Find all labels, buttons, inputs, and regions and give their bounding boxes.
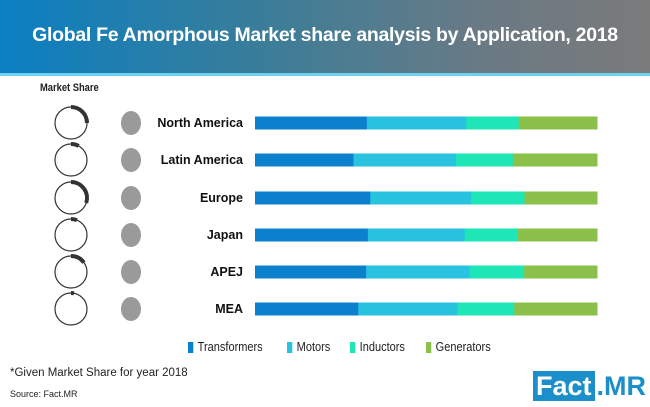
bar-segment-motors — [353, 153, 457, 167]
footnote: *Given Market Share for year 2018 — [10, 367, 188, 379]
bar-segment-motors — [358, 302, 458, 316]
market-share-ring — [54, 218, 88, 252]
legend-swatch — [286, 341, 293, 353]
bar-segment-transformers — [255, 116, 368, 130]
bar-segment-motors — [366, 265, 470, 279]
legend-item: Transformers — [188, 340, 263, 354]
header-banner: Global Fe Amorphous Market share analysi… — [0, 0, 650, 76]
bar-segment-transformers — [255, 228, 369, 242]
bar-segment-motors — [370, 191, 472, 205]
market-share-arc — [70, 217, 78, 223]
region-label: MEA — [215, 302, 243, 316]
europe-map-icon — [121, 186, 141, 210]
bar-segment-transformers — [255, 191, 371, 205]
legend-label: Inductors — [359, 340, 405, 354]
market-share-ring — [54, 292, 88, 326]
legend-item: Inductors — [350, 340, 405, 354]
region-label: Japan — [207, 228, 243, 242]
market-share-arc — [70, 254, 86, 264]
bar-segment-generators — [524, 191, 598, 205]
japan-map-icon — [121, 223, 141, 247]
legend-swatch — [350, 341, 356, 353]
legend-item: Generators — [426, 340, 491, 354]
chart-title: Global Fe Amorphous Market share analysi… — [32, 24, 618, 46]
market-share-arc — [70, 180, 89, 204]
bar-segment-inductors — [469, 265, 525, 279]
north-america-map-icon — [121, 111, 141, 135]
market-share-label: Market Share — [40, 82, 99, 94]
region-label: Latin America — [161, 153, 244, 167]
source-text: Source: Fact.MR — [10, 389, 78, 399]
bar-segment-generators — [514, 302, 598, 316]
factmr-logo: Fact .MR — [533, 371, 646, 401]
bar-segment-generators — [517, 228, 598, 242]
legend-label: Generators — [436, 340, 492, 354]
bar-segment-motors — [367, 228, 466, 242]
legend: Transformers Motors Inductors Generators — [188, 340, 500, 354]
market-share-arc — [70, 142, 80, 148]
bar-segment-inductors — [456, 153, 514, 167]
market-share-ring — [54, 143, 88, 177]
bar-segment-inductors — [464, 228, 519, 242]
bar-segment-transformers — [255, 153, 354, 167]
legend-swatch — [188, 341, 194, 353]
bar-segment-generators — [524, 265, 598, 279]
bar-segment-motors — [366, 116, 467, 130]
legend-label: Motors — [296, 340, 331, 354]
bar-segment-inductors — [457, 302, 515, 316]
bar-segment-generators — [518, 116, 598, 130]
bar-segment-inductors — [471, 191, 525, 205]
bar-segment-transformers — [255, 265, 367, 279]
mea-map-icon — [121, 297, 141, 321]
bar-segment-transformers — [255, 302, 359, 316]
legend-item: Motors — [286, 340, 331, 354]
region-label: Europe — [200, 191, 243, 205]
bar-segment-inductors — [466, 116, 520, 130]
bar-segment-generators — [512, 153, 598, 167]
region-label: APEJ — [210, 265, 243, 279]
region-label: North America — [157, 116, 244, 130]
market-share-arc — [70, 105, 89, 124]
legend-label: Transformers — [197, 340, 263, 354]
apej-map-icon — [121, 260, 141, 284]
legend-swatch — [426, 341, 432, 353]
latin-america-map-icon — [121, 148, 141, 172]
